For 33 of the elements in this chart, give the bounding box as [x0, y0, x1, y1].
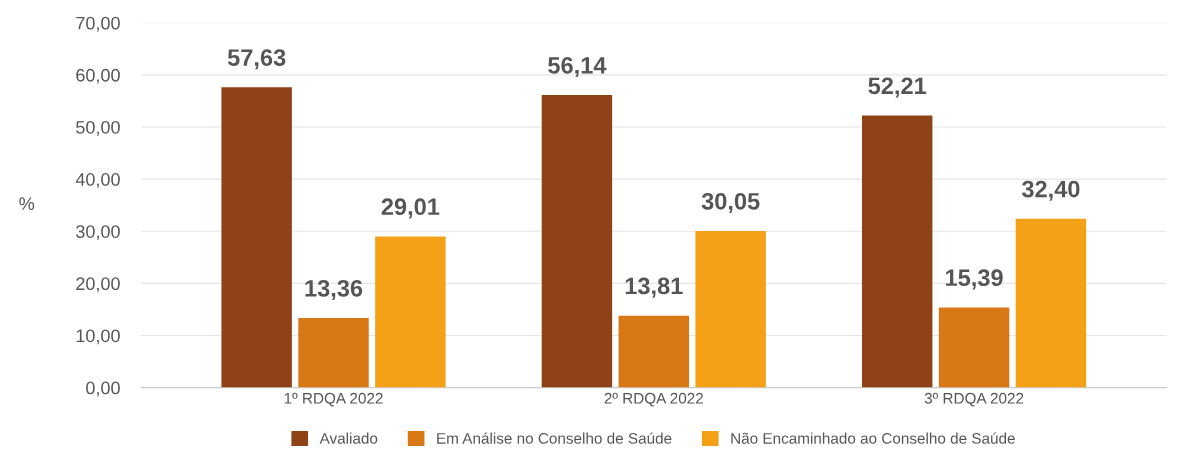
y-tick-label: 60,00 — [76, 68, 120, 84]
y-tick-label: 50,00 — [76, 120, 120, 136]
y-tick-label: 30,00 — [76, 225, 120, 241]
bar — [695, 231, 766, 388]
x-tick-label: 3º RDQA 2022 — [924, 392, 1024, 407]
legend-label: Não Encaminhado ao Conselho de Saúde — [731, 432, 1015, 444]
bar — [1015, 218, 1087, 388]
x-tick-label: 1º RDQA 2022 — [284, 392, 383, 407]
data-label: 32,40 — [1021, 180, 1080, 201]
y-axis-title: % — [19, 197, 35, 210]
data-label: 57,63 — [227, 49, 286, 70]
y-tick-label: 0,00 — [86, 381, 120, 397]
data-label: 15,39 — [946, 269, 1003, 290]
bar — [221, 87, 292, 388]
legend-label: Em Análise no Conselho de Saúde — [437, 432, 672, 444]
bar — [618, 315, 690, 388]
legend-label: Avaliado — [319, 432, 378, 444]
x-tick-label: 2º RDQA 2022 — [604, 392, 703, 407]
y-tick-label: 10,00 — [76, 329, 120, 345]
bar — [541, 95, 613, 388]
data-label: 56,14 — [548, 56, 607, 78]
data-label: 29,01 — [381, 198, 440, 219]
y-tick-label: 40,00 — [75, 173, 120, 188]
bar — [375, 236, 446, 388]
data-label: 13,81 — [625, 277, 683, 298]
y-tick-label: 70,00 — [76, 16, 120, 32]
data-label: 13,36 — [305, 279, 363, 301]
bar — [298, 317, 369, 388]
bar — [938, 307, 1010, 388]
data-label: 30,05 — [701, 192, 760, 214]
data-label: 52,21 — [868, 77, 927, 98]
y-tick-label: 20,00 — [76, 277, 120, 293]
bar — [861, 115, 933, 388]
